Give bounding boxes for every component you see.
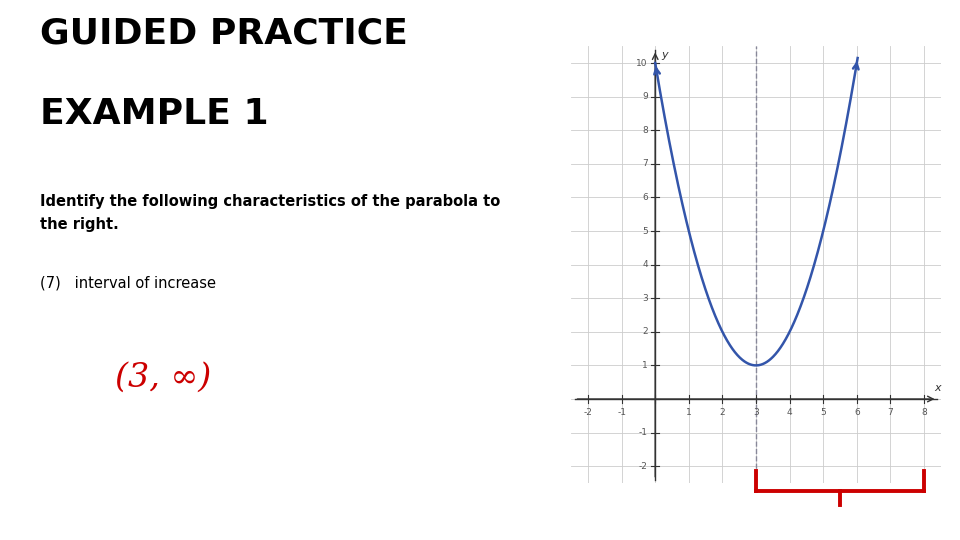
Text: 8: 8 [642, 126, 648, 134]
Text: 3: 3 [642, 294, 648, 303]
Text: 2: 2 [720, 408, 725, 417]
Text: 9: 9 [642, 92, 648, 101]
Text: 8: 8 [922, 408, 926, 417]
Text: 5: 5 [821, 408, 826, 417]
Text: GUIDED PRACTICE: GUIDED PRACTICE [40, 16, 408, 50]
Text: EXAMPLE 1: EXAMPLE 1 [40, 97, 269, 131]
Text: Identify the following characteristics of the parabola to
the right.: Identify the following characteristics o… [40, 194, 500, 232]
Text: 2: 2 [642, 327, 648, 336]
Text: 4: 4 [642, 260, 648, 269]
Text: x: x [934, 383, 941, 393]
Text: -2: -2 [584, 408, 592, 417]
Text: 1: 1 [686, 408, 691, 417]
Text: (7)   interval of increase: (7) interval of increase [40, 275, 216, 291]
Text: 6: 6 [642, 193, 648, 202]
Text: -2: -2 [639, 462, 648, 471]
Text: 7: 7 [888, 408, 893, 417]
Text: 10: 10 [636, 58, 648, 68]
Text: 1: 1 [642, 361, 648, 370]
Text: 3: 3 [754, 408, 758, 417]
Text: 6: 6 [854, 408, 859, 417]
Text: (3, ∞): (3, ∞) [115, 362, 211, 394]
Text: -1: -1 [638, 428, 648, 437]
Text: 5: 5 [642, 226, 648, 235]
Text: 4: 4 [787, 408, 792, 417]
Text: 7: 7 [642, 159, 648, 168]
Text: y: y [661, 50, 668, 59]
Text: -1: -1 [617, 408, 626, 417]
